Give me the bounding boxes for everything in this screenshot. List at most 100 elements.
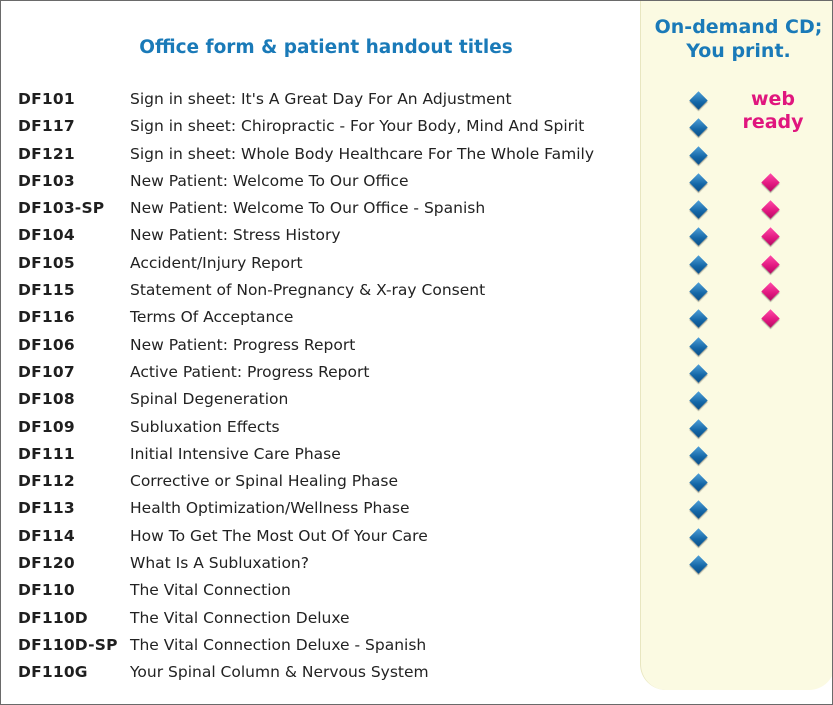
form-code: DF104: [18, 226, 75, 245]
form-code: DF111: [18, 444, 75, 463]
form-code: DF110G: [18, 663, 88, 682]
cd-column-header: On-demand CD; You print.: [641, 15, 832, 63]
list-item: DF103-SP New Patient: Welcome To Our Offi…: [1, 195, 832, 222]
list-item: DF110G Your Spinal Column & Nervous Syste…: [1, 659, 832, 686]
blue-diamond-icon: [689, 391, 708, 410]
form-title: New Patient: Welcome To Our Office: [130, 171, 409, 190]
blue-diamond-icon: [689, 446, 708, 465]
list-item: DF108 Spinal Degeneration: [1, 386, 832, 413]
form-title: Health Optimization/Wellness Phase: [130, 499, 410, 518]
list-item: DF111 Initial Intensive Care Phase: [1, 441, 832, 468]
list-item: DF120 What Is A Subluxation?: [1, 550, 832, 577]
form-code: DF110D: [18, 608, 88, 627]
form-code: DF113: [18, 499, 75, 518]
form-code: DF107: [18, 362, 75, 381]
list-item: DF116 Terms Of Acceptance: [1, 304, 832, 331]
form-title: The Vital Connection Deluxe - Spanish: [130, 635, 427, 654]
form-title: Terms Of Acceptance: [130, 308, 294, 327]
form-title: Active Patient: Progress Report: [130, 362, 370, 381]
form-title: New Patient: Stress History: [130, 226, 341, 245]
form-code: DF112: [18, 472, 75, 491]
blue-diamond-icon: [689, 473, 708, 492]
blue-diamond-icon: [689, 173, 708, 192]
form-title-list: DF101 Sign in sheet: It's A Great Day For…: [1, 86, 832, 687]
cd-column-panel: [640, 1, 832, 690]
form-code: DF121: [18, 144, 75, 163]
pink-diamond-icon: [761, 173, 780, 192]
form-title: New Patient: Progress Report: [130, 335, 356, 354]
pink-diamond-icon: [761, 309, 780, 329]
form-title: Sign in sheet: Chiropractic - For Your B…: [130, 117, 585, 136]
pink-diamond-icon: [761, 227, 780, 247]
page-heading: Office form & patient handout titles: [139, 37, 513, 58]
blue-diamond-icon: [689, 118, 708, 137]
form-title: Sign in sheet: It's A Great Day For An A…: [130, 90, 512, 108]
form-code: DF115: [18, 281, 75, 300]
form-title: What Is A Subluxation?: [130, 554, 309, 573]
list-item: DF106 New Patient: Progress Report: [1, 332, 832, 359]
form-code: DF117: [18, 117, 75, 136]
blue-diamond-icon: [689, 418, 708, 438]
form-code: DF110: [18, 581, 75, 600]
form-code: DF116: [18, 308, 75, 327]
list-item: DF112 Corrective or Spinal Healing Phase: [1, 468, 832, 495]
form-code: DF103: [18, 171, 75, 190]
cd-column-header-line1: On-demand CD;: [654, 16, 823, 38]
web-ready-header: web ready: [736, 88, 810, 134]
form-code: DF101: [18, 90, 75, 108]
list-item: DF117 Sign in sheet: Chiropractic - For Y…: [1, 113, 832, 140]
form-title: The Vital Connection: [130, 581, 291, 600]
list-item: DF103 New Patient: Welcome To Our Office: [1, 168, 832, 195]
list-item: DF105 Accident/Injury Report: [1, 250, 832, 277]
blue-diamond-icon: [689, 309, 708, 329]
blue-diamond-icon: [689, 227, 708, 247]
blue-diamond-icon: [689, 500, 708, 520]
form-code: DF108: [18, 390, 75, 409]
form-title: Sign in sheet: Whole Body Healthcare For…: [130, 144, 595, 163]
form-title: Accident/Injury Report: [130, 253, 303, 272]
pink-diamond-icon: [761, 255, 780, 274]
blue-diamond-icon: [689, 282, 708, 301]
list-item: DF101 Sign in sheet: It's A Great Day For…: [1, 86, 832, 113]
form-title: Spinal Degeneration: [130, 390, 289, 409]
list-item: DF110 The Vital Connection: [1, 577, 832, 604]
form-code: DF106: [18, 335, 75, 354]
web-ready-header-line2: ready: [742, 111, 804, 133]
blue-diamond-icon: [689, 528, 708, 547]
list-item: DF107 Active Patient: Progress Report: [1, 359, 832, 386]
form-title: New Patient: Welcome To Our Office - Spa…: [130, 199, 486, 218]
form-code: DF103-SP: [18, 199, 105, 218]
blue-diamond-icon: [689, 91, 708, 110]
list-item: DF110D The Vital Connection Deluxe: [1, 605, 832, 632]
web-ready-header-line1: web: [750, 88, 796, 110]
list-item: DF113 Health Optimization/Wellness Phase: [1, 495, 832, 522]
pink-diamond-icon: [761, 282, 780, 301]
list-item: DF115 Statement of Non-Pregnancy & X-ray …: [1, 277, 832, 304]
form-title: Initial Intensive Care Phase: [130, 444, 341, 463]
pink-diamond-icon: [761, 200, 780, 219]
form-code: DF114: [18, 526, 75, 545]
form-code: DF105: [18, 253, 75, 272]
blue-diamond-icon: [689, 145, 708, 165]
form-code: DF110D-SP: [18, 635, 118, 654]
blue-diamond-icon: [689, 255, 708, 274]
cd-column-header-line2: You print.: [686, 40, 791, 62]
form-title: How To Get The Most Out Of Your Care: [130, 526, 428, 545]
form-title: The Vital Connection Deluxe: [130, 608, 350, 627]
list-item: DF110D-SP The Vital Connection Deluxe - S…: [1, 632, 832, 659]
list-item: DF121 Sign in sheet: Whole Body Healthcar…: [1, 141, 832, 168]
form-title: Statement of Non-Pregnancy & X-ray Conse…: [130, 281, 486, 300]
blue-diamond-icon: [689, 364, 708, 383]
blue-diamond-icon: [689, 200, 708, 219]
blue-diamond-icon: [689, 555, 708, 574]
form-title: Subluxation Effects: [130, 417, 280, 436]
list-item: DF104 New Patient: Stress History: [1, 222, 832, 249]
form-title: Your Spinal Column & Nervous System: [130, 663, 429, 682]
blue-diamond-icon: [689, 336, 708, 356]
form-title: Corrective or Spinal Healing Phase: [130, 472, 399, 491]
form-code: DF109: [18, 417, 75, 436]
list-item: DF114 How To Get The Most Out Of Your Car…: [1, 523, 832, 550]
list-item: DF109 Subluxation Effects: [1, 414, 832, 441]
form-code: DF120: [18, 554, 75, 573]
